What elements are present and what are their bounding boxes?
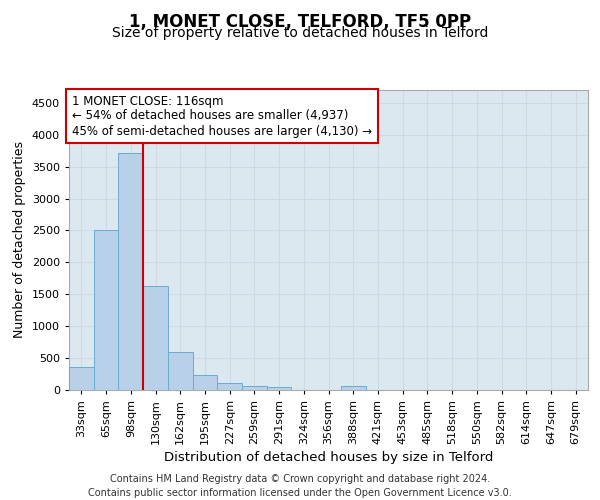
Text: Size of property relative to detached houses in Telford: Size of property relative to detached ho… bbox=[112, 26, 488, 40]
Text: 1, MONET CLOSE, TELFORD, TF5 0PP: 1, MONET CLOSE, TELFORD, TF5 0PP bbox=[129, 12, 471, 30]
Y-axis label: Number of detached properties: Number of detached properties bbox=[13, 142, 26, 338]
Bar bbox=[118, 152, 143, 390]
Bar bbox=[168, 352, 193, 390]
Bar bbox=[94, 230, 118, 390]
Text: Contains HM Land Registry data © Crown copyright and database right 2024.
Contai: Contains HM Land Registry data © Crown c… bbox=[88, 474, 512, 498]
Bar bbox=[242, 386, 267, 390]
Text: 1 MONET CLOSE: 116sqm
← 54% of detached houses are smaller (4,937)
45% of semi-d: 1 MONET CLOSE: 116sqm ← 54% of detached … bbox=[71, 94, 372, 138]
Bar bbox=[217, 383, 242, 390]
Bar bbox=[69, 367, 94, 390]
Bar bbox=[143, 286, 168, 390]
Bar bbox=[193, 376, 217, 390]
X-axis label: Distribution of detached houses by size in Telford: Distribution of detached houses by size … bbox=[164, 451, 493, 464]
Bar bbox=[341, 386, 365, 390]
Bar bbox=[267, 387, 292, 390]
